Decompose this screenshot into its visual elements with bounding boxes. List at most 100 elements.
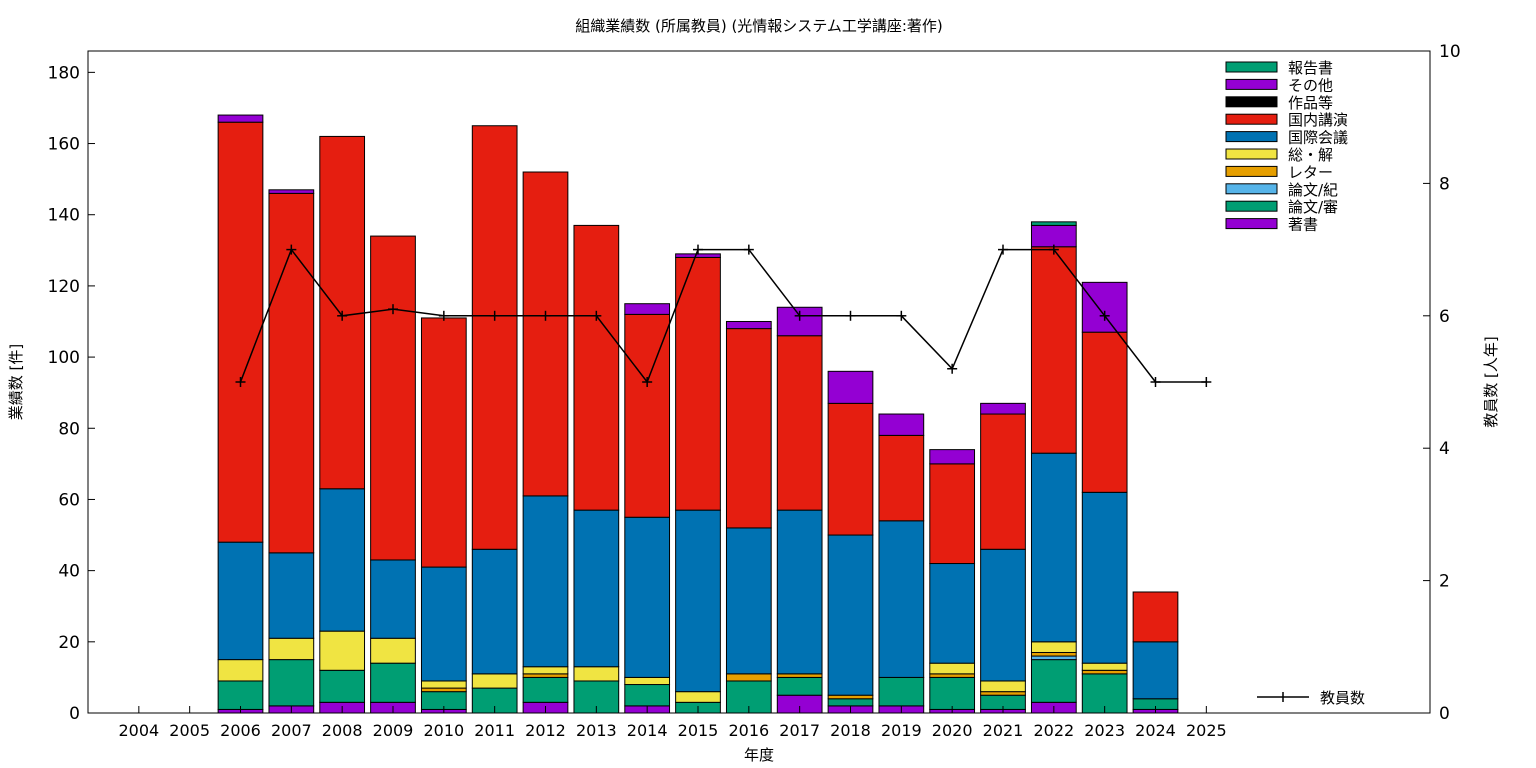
bar-segment [268, 552, 315, 639]
bar-segment [217, 541, 264, 661]
y2-axis-label: 教員数 [人年] [1482, 336, 1500, 427]
bar-segment [776, 673, 823, 678]
y-tick-label: 60 [58, 490, 80, 510]
bar-segment [522, 673, 569, 678]
bar-segment [471, 548, 518, 675]
legend-label: 著書 [1288, 216, 1318, 234]
y-tick-label: 80 [58, 419, 80, 439]
line-series [239, 248, 1207, 384]
plot-frame [87, 50, 1431, 714]
bar-segment [675, 256, 721, 511]
bar-segment [929, 662, 976, 675]
legend-label: 国際会議 [1288, 129, 1348, 147]
bar-segment [1030, 659, 1077, 703]
bar-segment [1030, 246, 1077, 454]
bar-segment [624, 313, 671, 518]
x-axis-label: 年度 [744, 746, 774, 764]
bar-segment [827, 402, 874, 536]
bar-segment [1081, 281, 1128, 333]
legend-swatch [1225, 165, 1278, 177]
bar-segment [725, 527, 772, 675]
line-point [1201, 377, 1212, 387]
bar-segment [1030, 224, 1077, 248]
line-point [743, 244, 754, 255]
y2-tick-label: 4 [1439, 439, 1450, 459]
legend-label: 作品等 [1288, 94, 1333, 112]
bar-segment [827, 698, 874, 707]
bar-segment [725, 673, 772, 682]
line-point [235, 377, 246, 387]
legend-swatch [1225, 131, 1278, 143]
legend-swatch [1225, 96, 1278, 108]
bar-segment [878, 413, 925, 436]
bar-segment [776, 335, 823, 511]
bar-segment [573, 509, 620, 668]
y-tick-label: 40 [58, 562, 80, 582]
bar-segment [1132, 591, 1179, 643]
y-axis-label: 業績数 [件] [7, 344, 25, 420]
bar-segment [827, 694, 874, 700]
line-point [438, 310, 449, 321]
bar-segment [1081, 331, 1128, 493]
line-point [947, 363, 958, 374]
legend-swatch [1225, 200, 1278, 212]
bar-segment [268, 637, 315, 661]
bar-segment [217, 121, 264, 543]
legend-swatch [1225, 218, 1278, 230]
bar-segment [624, 684, 671, 707]
line-point [591, 310, 602, 321]
line-point [794, 310, 805, 321]
line-point [1048, 244, 1059, 255]
legend-label: 教員数 [1320, 689, 1365, 707]
legend-swatch [1225, 61, 1278, 73]
y2-tick-label: 8 [1439, 174, 1450, 194]
bar-segment [1081, 669, 1128, 675]
x-tick-label: 2014 [627, 721, 668, 740]
bar-segment [929, 449, 976, 465]
legend-swatch [1225, 113, 1278, 125]
bar-segment [522, 171, 569, 497]
bar-segment [980, 402, 1026, 415]
x-tick-label: 2013 [576, 721, 617, 740]
line-point [1150, 377, 1161, 387]
y2-tick-label: 0 [1439, 704, 1450, 724]
x-tick-label: 2017 [779, 721, 820, 740]
line-point [845, 310, 856, 321]
bar-segment [878, 520, 925, 678]
x-tick-label: 2023 [1084, 721, 1125, 740]
x-tick-label: 2022 [1033, 721, 1074, 740]
line-point [337, 310, 348, 321]
bar-segment [1030, 651, 1077, 657]
y2-tick-label: 10 [1439, 42, 1461, 62]
bar-segment [1132, 641, 1179, 700]
bar-segment [420, 317, 467, 568]
bar-segment [420, 566, 467, 682]
bar-segment [573, 666, 620, 682]
bar-segment [675, 691, 721, 703]
y2-tick-label: 2 [1439, 572, 1450, 592]
bar-segment [217, 680, 264, 710]
x-tick-label: 2018 [830, 721, 871, 740]
y-tick-label: 160 [48, 135, 80, 155]
bar-segment [217, 114, 264, 123]
legend-label: レター [1288, 163, 1333, 181]
legend-label: 論文/紀 [1288, 181, 1338, 199]
x-tick-label: 2021 [983, 721, 1024, 740]
bar-segment [370, 637, 416, 664]
x-tick-label: 2009 [373, 721, 414, 740]
bar-segment [370, 559, 416, 639]
x-tick-label: 2007 [271, 721, 312, 740]
bar-segment [1030, 641, 1077, 654]
line-point [642, 377, 653, 387]
legend-label: 論文/審 [1288, 198, 1338, 216]
legend-label: その他 [1288, 76, 1333, 94]
x-tick-label: 2015 [678, 721, 719, 740]
bar-segment [471, 125, 518, 550]
bar-segment [624, 303, 671, 315]
bar-segment [725, 320, 772, 330]
bar-segment [725, 328, 772, 529]
bar-segment [370, 662, 416, 703]
bar-segment [471, 673, 518, 689]
